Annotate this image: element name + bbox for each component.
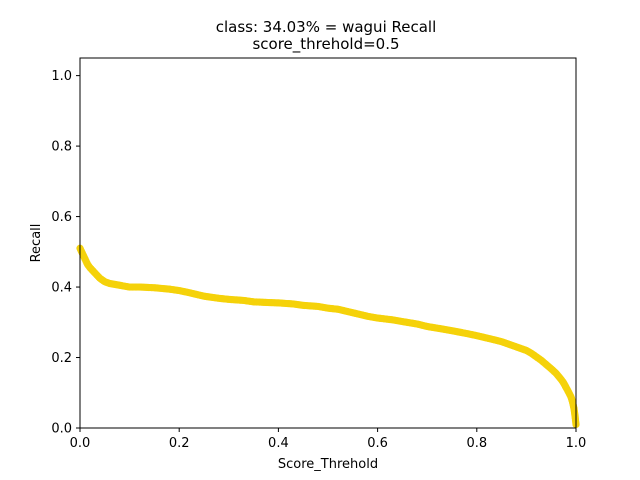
series-layer [76, 244, 580, 429]
series-markers [76, 244, 580, 429]
y-tick-label: 0.8 [51, 140, 72, 155]
y-axis-label: Recall [29, 224, 44, 263]
x-tick-label: 0.0 [70, 436, 91, 451]
x-tick-label: 0.2 [169, 436, 190, 451]
y-tick-label: 0.0 [51, 422, 72, 437]
y-axis: 0.0 0.2 0.4 0.6 0.8 1.0 [51, 69, 80, 437]
chart-title: class: 34.03% = wagui Recall [216, 18, 437, 36]
plot-frame [79, 57, 577, 429]
plot-area [80, 58, 576, 428]
y-tick-label: 0.4 [51, 281, 72, 296]
y-tick-label: 1.0 [51, 69, 72, 84]
x-axis: 0.0 0.2 0.4 0.6 0.8 1.0 [70, 428, 587, 451]
chart-subtitle: score_threhold=0.5 [252, 35, 399, 54]
y-tick-label: 0.2 [51, 351, 72, 366]
x-tick-label: 0.4 [268, 436, 289, 451]
y-tick-label: 0.6 [51, 210, 72, 225]
x-tick-label: 0.6 [367, 436, 388, 451]
x-tick-label: 1.0 [566, 436, 587, 451]
x-axis-label: Score_Threhold [278, 457, 378, 472]
x-tick-label: 0.8 [466, 436, 487, 451]
